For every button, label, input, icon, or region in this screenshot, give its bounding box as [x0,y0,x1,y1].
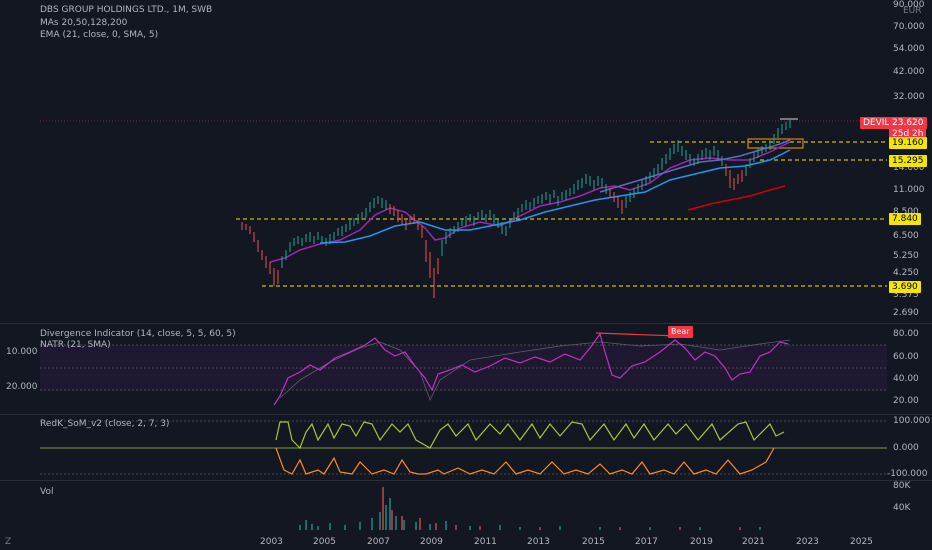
time-tick: 2015 [582,537,605,547]
ma-indigo-line [599,139,791,193]
pane-divider[interactable] [0,414,932,415]
volume-axis-tick: 80K [893,481,911,491]
level-tag-3690: 3.690 [889,281,921,293]
price-tick: 4.250 [893,268,919,278]
level-tag-19160: 19.160 [889,137,927,149]
ema-indicator-label[interactable]: EMA (21, close, 0, SMA, 5) [40,30,159,40]
time-tick: 2019 [690,537,713,547]
time-tick: 2025 [850,537,873,547]
natr-title[interactable]: NATR (21, SMA) [40,340,111,350]
time-tick: 2013 [527,537,550,547]
price-tick: 5.250 [893,251,919,261]
time-tick: 2017 [635,537,658,547]
time-tick: 2005 [313,537,336,547]
divergence-axis-tick: 20.00 [893,396,919,406]
volume-title[interactable]: Vol [40,487,54,497]
volume-axis-tick: 40K [893,503,911,513]
time-tick: 2003 [260,537,283,547]
symbol-title[interactable]: DBS GROUP HOLDINGS LTD., 1M, SWB [40,5,213,15]
price-tick: 54.000 [893,44,925,54]
pane-divider[interactable] [0,323,932,324]
price-tick: 70.000 [893,22,925,32]
price-tick: 32.000 [893,92,925,102]
candles [241,120,791,298]
last-price-tag: 23.620 [889,117,927,129]
price-tick: 2.690 [893,308,919,318]
natr-axis-tick: 20.000 [6,382,38,392]
redk-axis-tick: 100.000 [893,416,931,426]
price-tick: 42.000 [893,67,925,77]
time-tick: 2009 [420,537,443,547]
ma-blue-line [319,149,791,244]
supply-zone-box [747,138,804,149]
redk-title[interactable]: RedK_SoM_v2 (close, 2, 7, 3) [40,419,170,429]
ma-red-line [687,185,786,211]
zoom-reset-button[interactable]: Z [5,537,12,547]
price-tick: 90.000 [893,0,925,10]
time-tick: 2021 [742,537,765,547]
redk-axis-tick: -100.000 [887,469,928,479]
price-tick: 14.000 [893,163,925,173]
divergence-axis-tick: 60.00 [893,352,919,362]
time-tick: 2011 [474,537,497,547]
level-tag-7840: 7.840 [889,213,921,225]
ma-indicator-label[interactable]: MAs 20,50,128,200 [40,18,128,28]
natr-axis-tick: 10.000 [6,347,38,357]
pane-divider[interactable] [0,480,932,481]
divergence-axis-tick: 80.00 [893,329,919,339]
level-tag-15295: 15.295 [889,155,927,167]
divergence-axis-tick: 40.00 [893,374,919,384]
time-tick: 2023 [796,537,819,547]
devil-tag: DEVIL [860,117,893,129]
time-tick: 2007 [367,537,390,547]
redk-axis-tick: 0.000 [893,443,919,453]
divergence-title[interactable]: Divergence Indicator (14, close, 5, 5, 6… [40,329,236,339]
price-tick: 6.500 [893,231,919,241]
price-tick: 11.000 [893,185,925,195]
currency-label: EUR [903,6,922,16]
price-tick: 8.500 [893,207,919,217]
bear-label: Bear [668,326,693,338]
price-tick: 3.375 [893,290,919,300]
